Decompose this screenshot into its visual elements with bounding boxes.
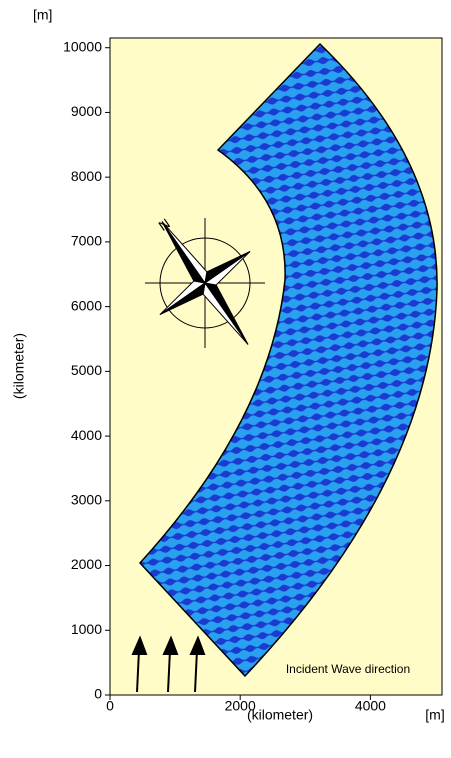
x-tick-label: 2000	[225, 698, 256, 714]
y-tick-label: 10000	[63, 38, 102, 54]
y-tick-label: 6000	[71, 297, 102, 313]
y-tick-label: 5000	[71, 362, 102, 378]
x-tick-label: 0	[106, 698, 114, 714]
y-tick-label: 7000	[71, 233, 102, 249]
y-tick-label: 8000	[71, 168, 102, 184]
y-tick-label: 0	[94, 686, 102, 702]
y-unit: [m]	[33, 7, 52, 23]
y-tick-label: 4000	[71, 427, 102, 443]
chart: N [m] (kilometer) (kilometer) [m] Incide…	[0, 0, 451, 758]
y-tick-label: 1000	[71, 621, 102, 637]
annotation: Incident Wave direction	[286, 662, 410, 676]
y-tick-label: 9000	[71, 103, 102, 119]
y-axis-label: (kilometer)	[11, 333, 27, 399]
y-tick-label: 2000	[71, 556, 102, 572]
y-tick-label: 3000	[71, 492, 102, 508]
x-axis-label: (kilometer)	[247, 707, 313, 723]
x-tick-label: 4000	[355, 698, 386, 714]
x-unit: [m]	[425, 707, 444, 723]
